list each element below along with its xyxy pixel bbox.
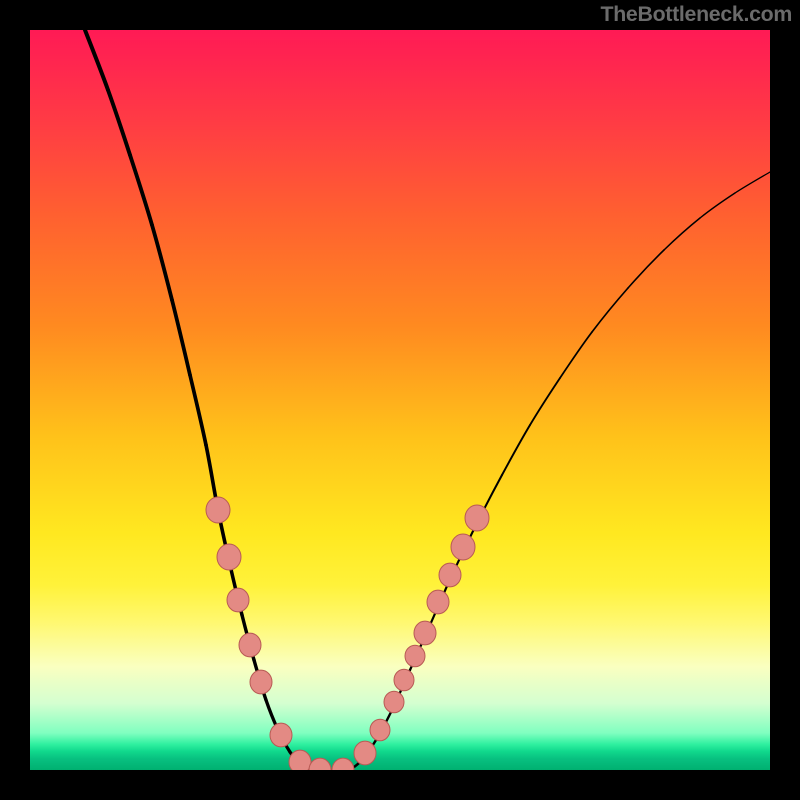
data-marker — [239, 633, 261, 657]
data-marker — [405, 645, 425, 667]
watermark-text: TheBottleneck.com — [601, 2, 793, 27]
data-marker — [439, 563, 461, 587]
data-marker — [227, 588, 249, 612]
gradient-background — [30, 30, 770, 770]
data-marker — [354, 741, 376, 765]
data-marker — [206, 497, 230, 523]
data-marker — [427, 590, 449, 614]
data-marker — [451, 534, 475, 560]
data-marker — [250, 670, 272, 694]
data-marker — [394, 669, 414, 691]
frame-bottom — [0, 770, 800, 800]
data-marker — [217, 544, 241, 570]
frame-right — [770, 0, 800, 800]
data-marker — [384, 691, 404, 713]
frame-left — [0, 0, 30, 800]
bottleneck-curve-chart — [0, 0, 800, 800]
chart-container: TheBottleneck.com — [0, 0, 800, 800]
data-marker — [370, 719, 390, 741]
data-marker — [270, 723, 292, 747]
data-marker — [414, 621, 436, 645]
data-marker — [465, 505, 489, 531]
